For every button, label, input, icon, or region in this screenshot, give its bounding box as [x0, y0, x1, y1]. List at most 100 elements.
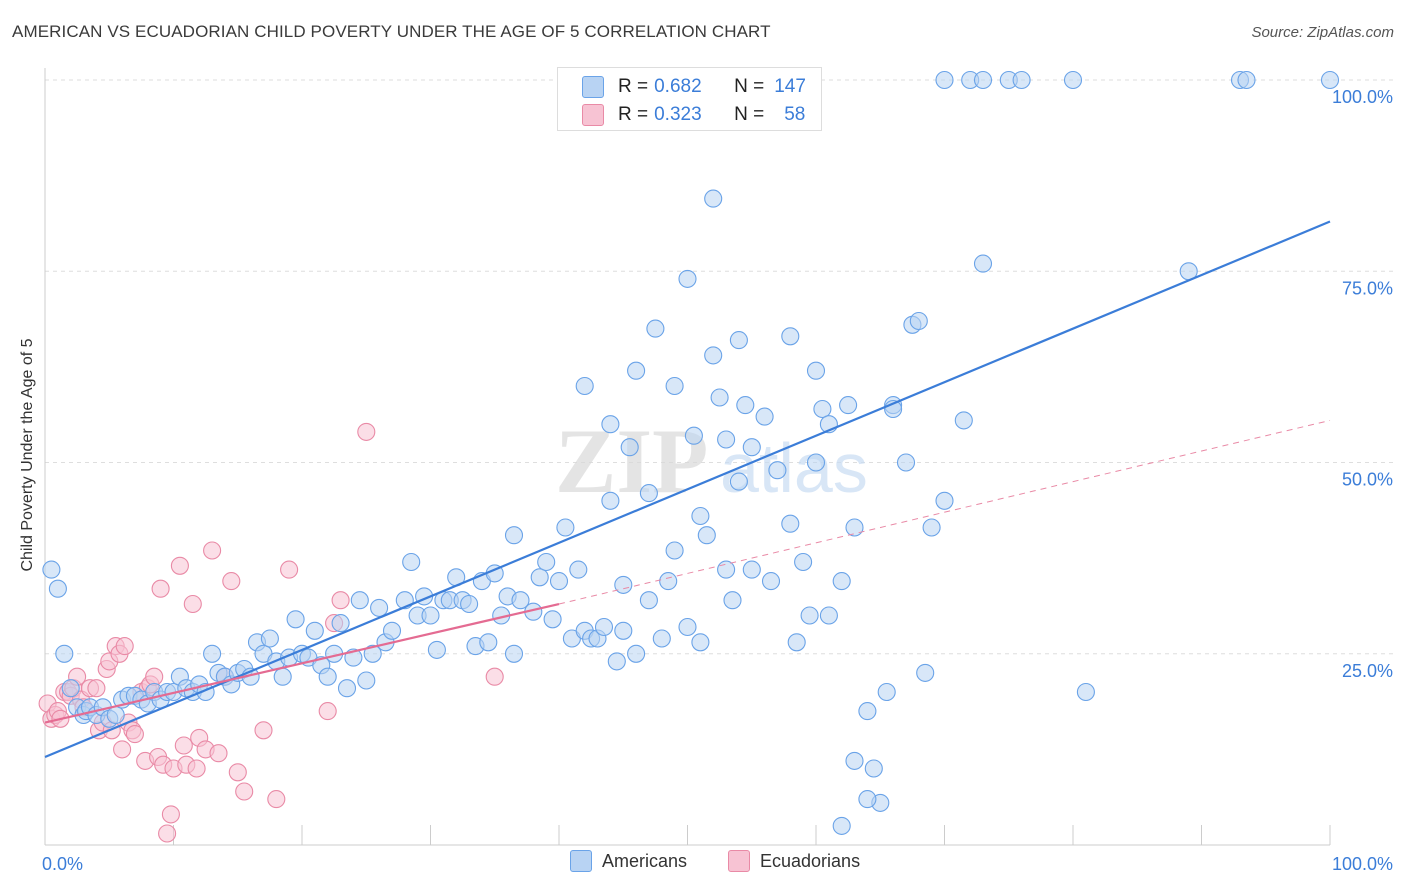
american-point: [742, 438, 761, 457]
legend-swatch-ecuadorians: [582, 104, 604, 126]
american-point: [260, 629, 279, 648]
american-point: [717, 560, 736, 579]
american-point: [556, 518, 575, 537]
bottom-legend-americans: Americans: [570, 850, 687, 872]
american-point: [1237, 70, 1256, 90]
bottom-legend-ecuadorians: Ecuadorians: [728, 850, 860, 872]
american-point: [1012, 70, 1031, 90]
american-point: [768, 461, 787, 480]
bottom-legend-label-ecuadorians: Ecuadorians: [760, 850, 861, 871]
american-points: [42, 70, 1340, 835]
american-point: [530, 568, 549, 587]
american-point: [504, 644, 524, 663]
american-point: [922, 518, 941, 537]
ecuadorians-trend-extension: [558, 419, 1331, 605]
american-point: [318, 667, 337, 686]
american-point: [575, 376, 594, 396]
american-point: [659, 572, 678, 591]
american-point: [363, 644, 382, 663]
ecuadorian-point: [115, 637, 134, 656]
american-point: [203, 644, 222, 663]
american-point: [916, 663, 935, 682]
american-point: [704, 346, 723, 365]
american-point: [896, 453, 916, 472]
americans-trend-line: [44, 220, 1331, 759]
american-point: [723, 591, 742, 610]
american-point: [858, 790, 877, 809]
ecuadorian-point: [357, 422, 376, 441]
american-point: [935, 491, 954, 510]
american-point: [1063, 70, 1083, 90]
legend-n-label: N =: [734, 76, 765, 97]
american-point: [819, 606, 838, 625]
watermark: ZIP atlas: [555, 410, 868, 512]
american-point: [382, 621, 402, 640]
legend-n-value: 58: [784, 104, 806, 125]
ecuadorian-point: [331, 591, 350, 610]
american-point: [639, 484, 658, 503]
x-tick-label: 0.0%: [42, 854, 83, 874]
ecuadorian-point: [151, 579, 170, 598]
y-tick-label: 25.0%: [1342, 661, 1393, 681]
legend-n-value: 147: [774, 76, 806, 97]
american-point: [678, 617, 697, 637]
american-point: [61, 679, 80, 698]
ecuadorian-point: [235, 782, 254, 801]
ecuadorian-point: [267, 790, 286, 809]
american-point: [614, 621, 633, 640]
american-point: [973, 70, 993, 90]
american-point: [402, 552, 421, 572]
bottom-legend-label-americans: Americans: [602, 850, 688, 871]
ecuadorian-point: [145, 667, 164, 686]
american-point: [537, 552, 556, 572]
american-point: [460, 594, 479, 614]
american-point: [607, 652, 626, 671]
american-point: [665, 376, 684, 396]
american-point: [806, 361, 826, 380]
legend-row-americans: R = 0.682 N = 147: [558, 72, 806, 102]
legend-r-value: 0.323: [654, 104, 702, 125]
watermark-atlas: atlas: [720, 429, 868, 507]
american-point: [614, 575, 633, 594]
american-point: [794, 552, 813, 572]
american-point: [781, 327, 800, 346]
ecuadorian-point: [87, 679, 106, 698]
american-point: [729, 331, 748, 350]
american-point: [935, 70, 954, 90]
american-point: [286, 610, 305, 629]
american-point: [813, 399, 832, 419]
american-point: [832, 572, 851, 591]
american-point: [652, 629, 671, 648]
american-point: [697, 526, 716, 545]
american-point: [729, 472, 748, 491]
ecuadorian-point: [170, 556, 189, 575]
bottom-legend-swatch-ecuadorians: [728, 850, 750, 872]
american-point: [331, 614, 350, 633]
american-point: [684, 426, 703, 445]
american-point: [511, 591, 530, 610]
american-point: [665, 541, 684, 560]
ecuadorian-point: [125, 725, 144, 744]
american-point: [42, 560, 61, 579]
american-point: [800, 606, 819, 625]
american-point: [601, 491, 620, 510]
watermark-zip: ZIP: [555, 410, 708, 512]
american-point: [1076, 682, 1095, 702]
american-point: [691, 506, 710, 526]
ecuadorian-point: [203, 541, 222, 560]
american-point: [678, 269, 697, 288]
ecuadorian-point: [280, 560, 299, 579]
american-point: [427, 640, 446, 659]
american-point: [864, 759, 883, 778]
ecuadorian-point: [161, 805, 180, 824]
ecuadorian-point: [222, 572, 241, 591]
legend: R = 0.682 N = 147 R = 0.323 N = 58: [557, 67, 822, 131]
ecuadorians-trend-line: [44, 602, 560, 724]
ecuadorian-point: [187, 759, 206, 778]
american-point: [742, 560, 761, 579]
y-tick-label: 75.0%: [1342, 278, 1393, 298]
ecuadorian-point: [254, 721, 273, 740]
american-point: [704, 189, 723, 208]
american-point: [973, 254, 993, 273]
